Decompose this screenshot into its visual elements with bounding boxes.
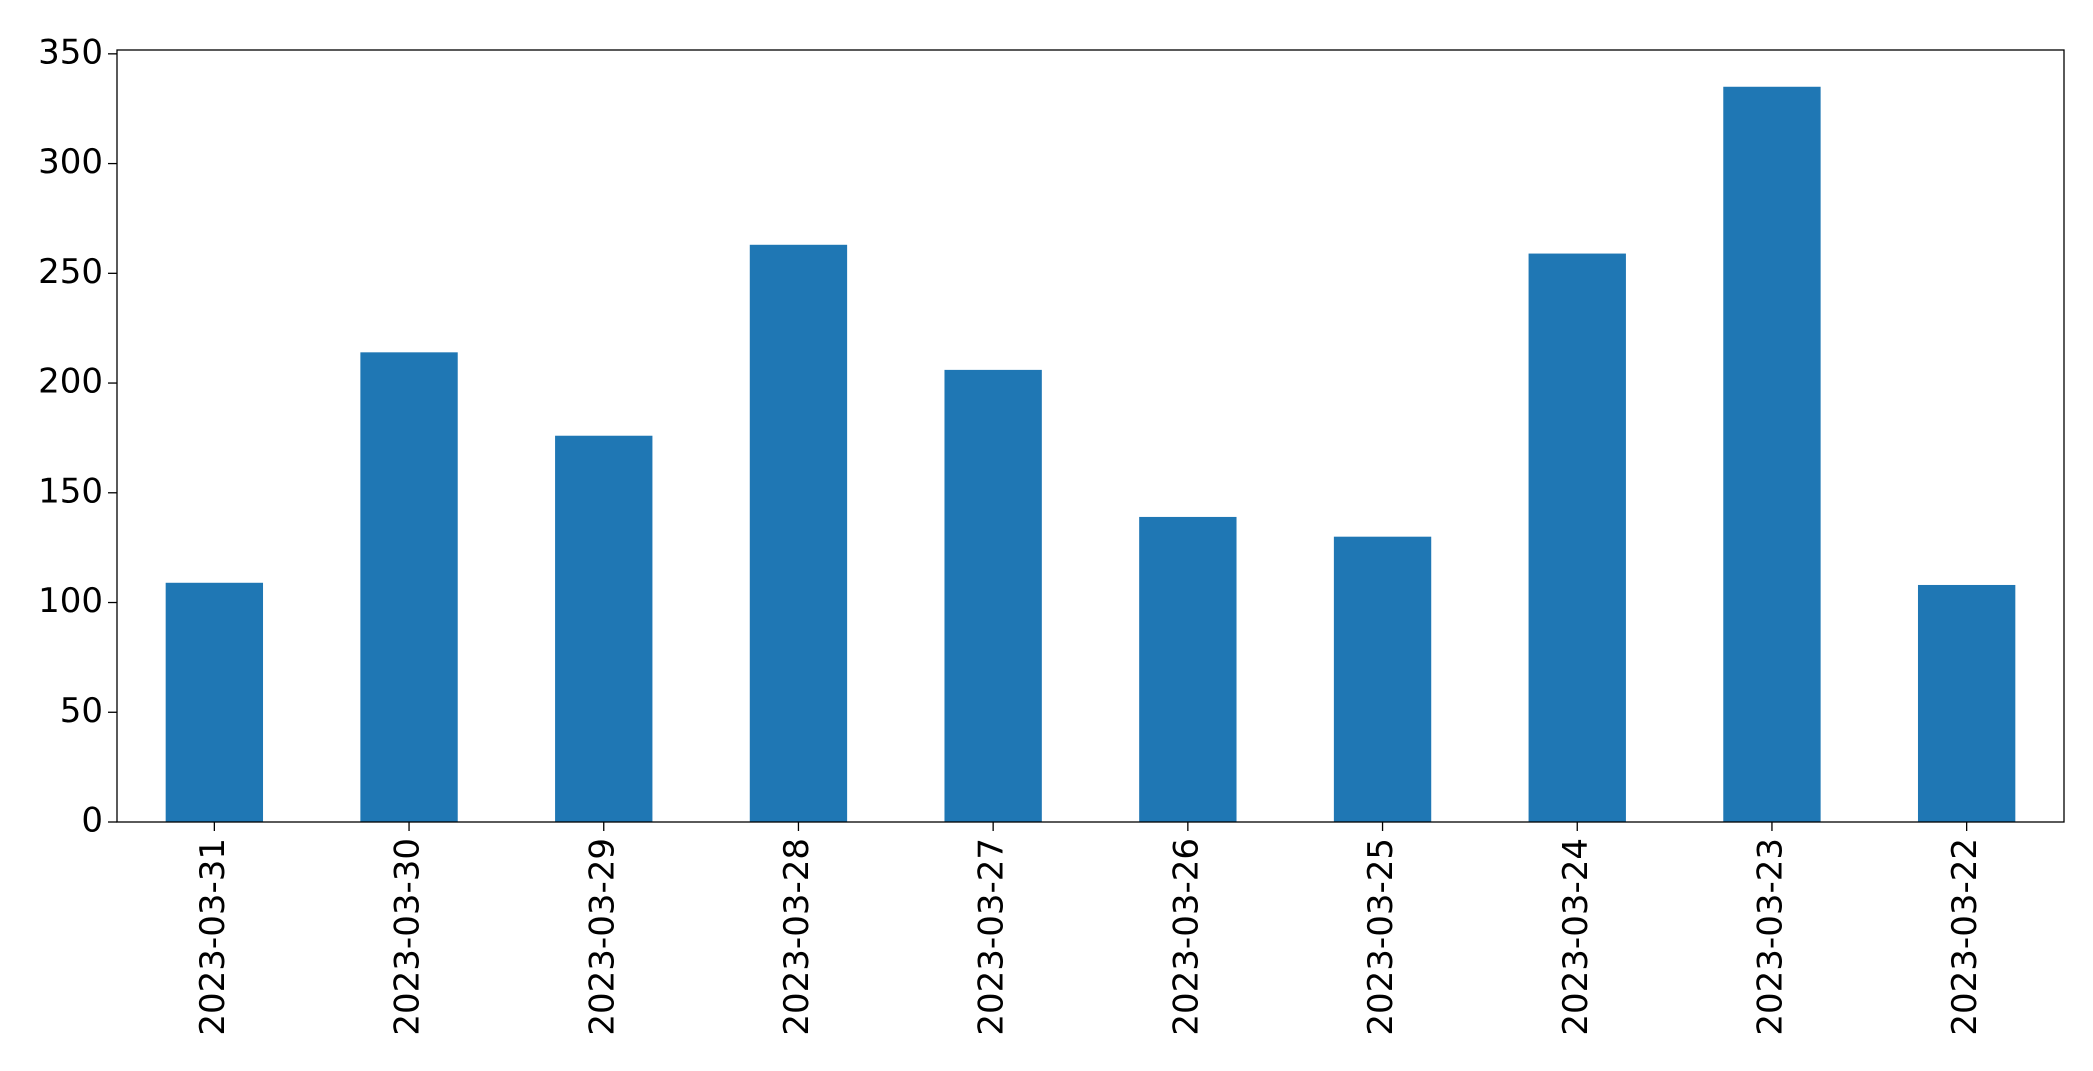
- y-tick-label: 300: [38, 142, 103, 182]
- x-tick-label: 2023-03-26: [1166, 838, 1206, 1036]
- x-tick-label: 2023-03-30: [388, 838, 428, 1036]
- bar: [1723, 86, 1821, 822]
- x-tick-label: 2023-03-27: [972, 838, 1012, 1036]
- y-tick-label: 200: [38, 362, 103, 402]
- bar: [1917, 584, 2016, 822]
- y-tick-label: 50: [60, 691, 103, 731]
- plot-frame: [116, 49, 2065, 823]
- bar: [555, 435, 653, 822]
- y-tick-label: 350: [38, 32, 103, 72]
- x-tick-label: 2023-03-24: [1556, 838, 1596, 1036]
- x-tick-label: 2023-03-25: [1361, 838, 1401, 1036]
- x-tick-label: 2023-03-22: [1945, 838, 1985, 1036]
- bar: [1139, 516, 1237, 822]
- x-tick-label: 2023-03-23: [1750, 838, 1790, 1036]
- bar: [165, 582, 264, 822]
- x-tick-label: 2023-03-28: [777, 838, 817, 1036]
- bar: [1333, 536, 1432, 822]
- bar: [749, 244, 848, 823]
- x-tick-label: 2023-03-31: [193, 838, 233, 1036]
- y-tick-label: 250: [38, 252, 103, 292]
- y-tick-label: 100: [38, 581, 103, 621]
- bar: [360, 352, 458, 822]
- x-tick-label: 2023-03-29: [582, 838, 622, 1036]
- bar: [944, 369, 1042, 822]
- y-tick-label: 150: [38, 471, 103, 511]
- y-tick-label: 0: [81, 801, 103, 841]
- bar: [1528, 253, 1626, 822]
